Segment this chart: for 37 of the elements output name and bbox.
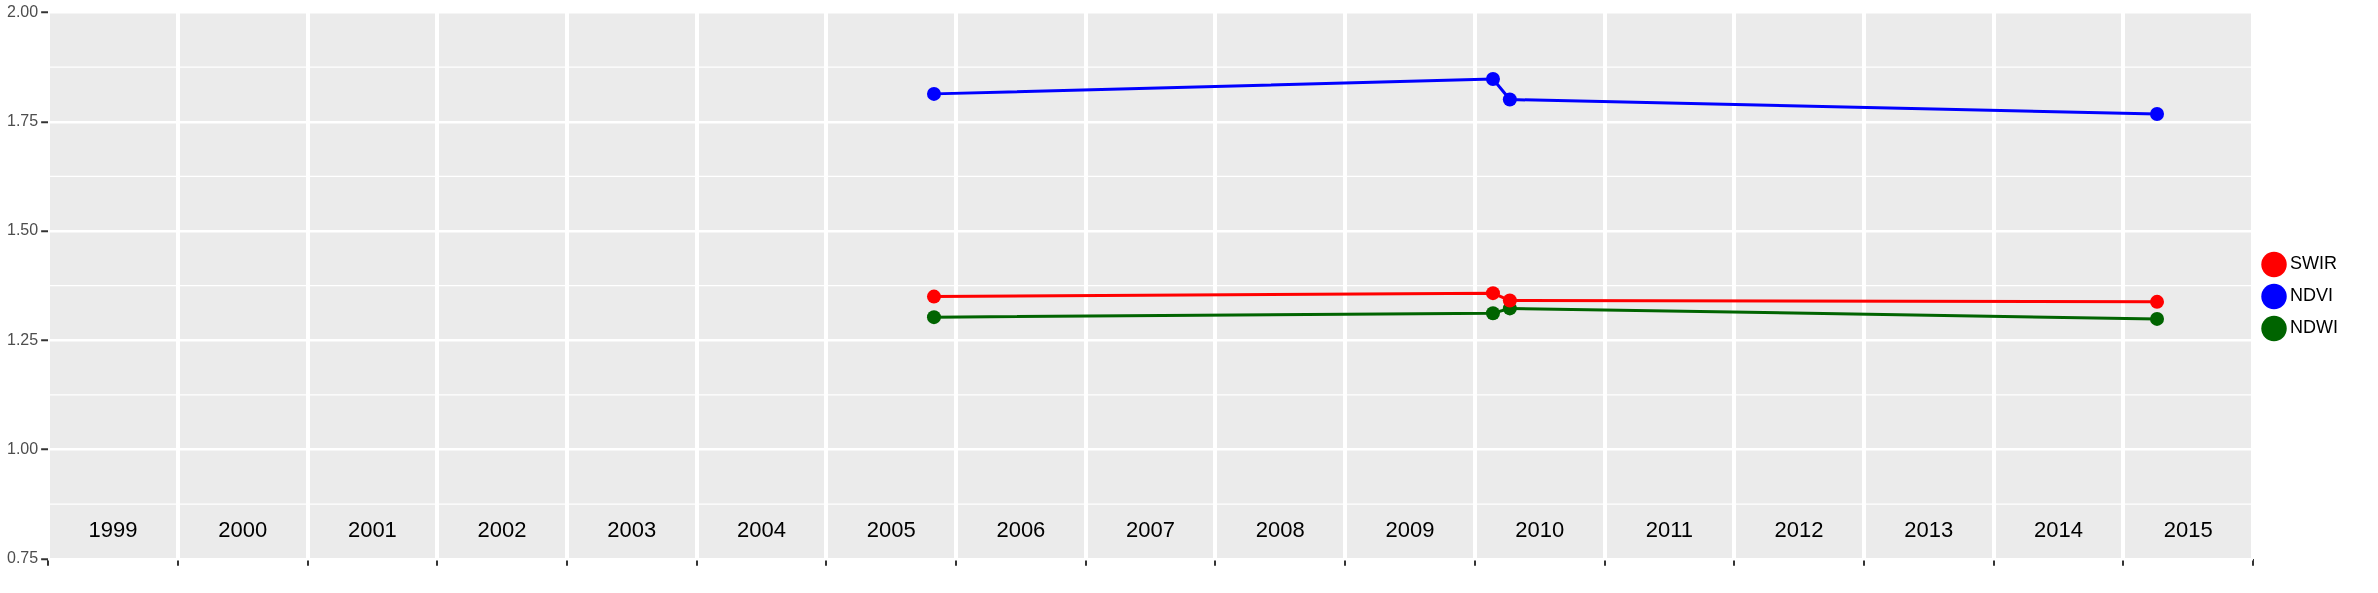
y-tick-label: 2.00 (7, 3, 39, 21)
x-tick-label: 2004 (737, 516, 786, 542)
point (2150, 311, 2165, 326)
x-tick-label: 2003 (607, 516, 657, 542)
x-tick-label: 2006 (996, 516, 1046, 542)
y-tick-label: 1.75 (7, 112, 39, 130)
legend-label: NDVI (2290, 285, 2334, 306)
point (1485, 72, 1500, 87)
point (926, 310, 941, 325)
point (1485, 286, 1500, 301)
y-tick-label: 1.00 (7, 439, 39, 457)
point (926, 289, 941, 304)
legend-label: SWIR (2290, 253, 2338, 274)
x-tick-label: 2009 (1385, 516, 1435, 542)
x-tick-label: 2002 (477, 516, 527, 542)
x-tick-label: 2008 (1255, 516, 1305, 542)
legend-label: NDWI (2290, 317, 2339, 338)
x-tick-label: 2012 (1774, 516, 1824, 542)
x-tick-label: 2015 (2163, 516, 2213, 542)
x-tick-label: 2000 (218, 516, 268, 542)
point (1502, 293, 1517, 308)
x-tick-label: 2013 (1904, 516, 1954, 542)
x-tick-label: 2011 (1645, 516, 1694, 542)
x-tick-label: 1999 (88, 516, 138, 542)
x-tick-label: 2010 (1515, 516, 1565, 542)
point (2150, 294, 2165, 309)
x-tick-label: 2007 (1126, 516, 1176, 542)
y-tick-label: 0.75 (7, 549, 39, 567)
point (1485, 306, 1500, 321)
x-tick-label: 2001 (347, 516, 397, 542)
point (926, 86, 941, 101)
point (2150, 106, 2165, 121)
y-tick-label: 1.50 (7, 221, 39, 239)
x-tick-label: 2005 (866, 516, 916, 542)
y-tick-label: 1.25 (7, 330, 39, 348)
point (1502, 92, 1517, 107)
x-tick-label: 2014 (2033, 516, 2083, 542)
